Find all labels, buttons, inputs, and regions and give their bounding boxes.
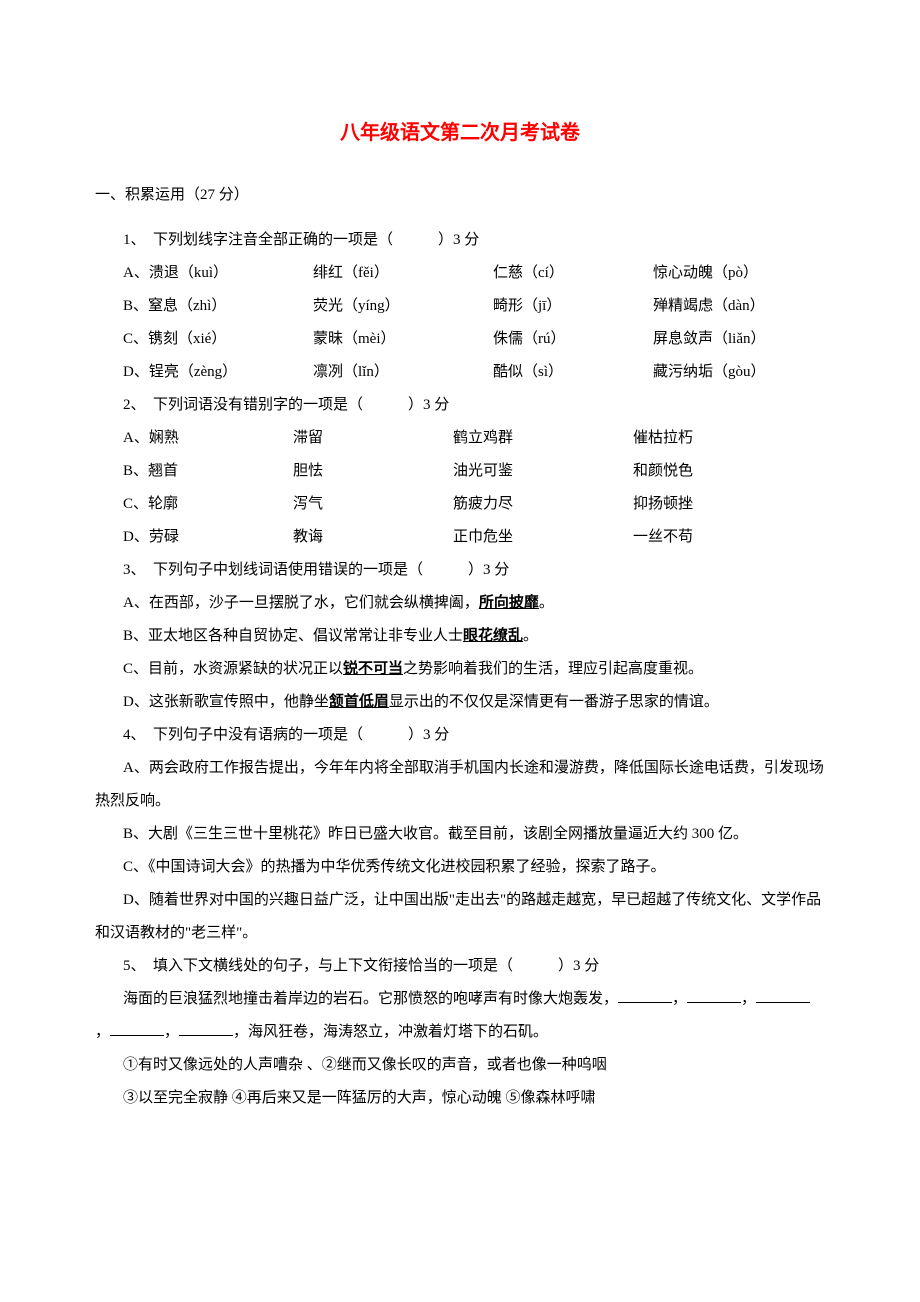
blank-icon: [179, 1020, 233, 1036]
blank-icon: [110, 1020, 164, 1036]
q1b-c3: 畸形（jī）: [493, 290, 653, 323]
q1d-c2: 凛冽（lǐn）: [313, 356, 493, 389]
q1a-c4: 惊心动魄（pò）: [653, 257, 825, 290]
q2a-c4: 催枯拉朽: [633, 422, 825, 455]
q3b-pre: B、亚太地区各种自贸协定、倡议常常让非专业人士: [123, 628, 463, 644]
q3-option-c: C、目前，水资源紧缺的状况正以锐不可当之势影响着我们的生活，理应引起高度重视。: [123, 653, 825, 686]
q1a-c3: 仁慈（cí）: [493, 257, 653, 290]
q2a-c1: A、娴熟: [123, 422, 293, 455]
q5-stem: 5、 填入下文横线处的句子，与上下文衔接恰当的一项是（ ）3 分: [95, 950, 825, 983]
q1-option-c: C、镌刻（xié） 蒙昧（mèi） 侏儒（rú） 屏息敛声（liǎn）: [123, 323, 825, 356]
q2c-c1: C、轮廓: [123, 488, 293, 521]
q2d-c3: 正巾危坐: [453, 521, 633, 554]
q2d-c1: D、劳碌: [123, 521, 293, 554]
q2a-c3: 鹤立鸡群: [453, 422, 633, 455]
q3a-post: 。: [539, 595, 554, 611]
q2-option-d: D、劳碌 教诲 正巾危坐 一丝不苟: [123, 521, 825, 554]
q5-body-mid: ，海风狂卷，海涛怒立，冲激着灯塔下的石矶。: [233, 1024, 548, 1040]
q3-option-a: A、在西部，沙子一旦摆脱了水，它们就会纵横捭阖，所向披靡。: [123, 587, 825, 620]
q3a-pre: A、在西部，沙子一旦摆脱了水，它们就会纵横捭阖，: [123, 595, 479, 611]
q1d-c3: 酷似（sì）: [493, 356, 653, 389]
q3c-post: 之势影响着我们的生活，理应引起高度重视。: [403, 661, 703, 677]
q3b-underline: 眼花缭乱: [463, 628, 523, 644]
q3a-underline: 所向披靡: [479, 595, 539, 611]
q1b-c1: B、窒息（zhì）: [123, 290, 313, 323]
q3c-underline: 锐不可当: [343, 661, 403, 677]
q2d-c4: 一丝不苟: [633, 521, 825, 554]
q3-option-b: B、亚太地区各种自贸协定、倡议常常让非专业人士眼花缭乱。: [123, 620, 825, 653]
q2b-c4: 和颜悦色: [633, 455, 825, 488]
q2-stem: 2、 下列词语没有错别字的一项是（ ）3 分: [123, 389, 825, 422]
blank-icon: [756, 987, 810, 1003]
q3c-pre: C、目前，水资源紧缺的状况正以: [123, 661, 343, 677]
q1b-c4: 殚精竭虑（dàn）: [653, 290, 825, 323]
q1d-c1: D、锃亮（zèng）: [123, 356, 313, 389]
q2b-c2: 胆怯: [293, 455, 453, 488]
q4-option-c: C、《中国诗词大会》的热播为中华优秀传统文化进校园积累了经验，探索了路子。: [95, 851, 825, 884]
q1a-c2: 绯红（fěi）: [313, 257, 493, 290]
q4-option-d: D、随着世界对中国的兴趣日益广泛，让中国出版"走出去"的路越走越宽，早已超越了传…: [95, 884, 825, 950]
q3-stem: 3、 下列句子中划线词语使用错误的一项是（ ）3 分: [123, 554, 825, 587]
q4-stem: 4、 下列句子中没有语病的一项是（ ）3 分: [123, 719, 825, 752]
q3d-underline: 颔首低眉: [329, 694, 389, 710]
q1c-c1: C、镌刻（xié）: [123, 323, 313, 356]
q1-option-b: B、窒息（zhì） 荧光（yíng） 畸形（jī） 殚精竭虑（dàn）: [123, 290, 825, 323]
q2-option-c: C、轮廓 泻气 筋疲力尽 抑扬顿挫: [123, 488, 825, 521]
q1c-c2: 蒙昧（mèi）: [313, 323, 493, 356]
q1d-c4: 藏污纳垢（gòu）: [653, 356, 825, 389]
q2-option-b: B、翘首 胆怯 油光可鉴 和颜悦色: [123, 455, 825, 488]
blank-icon: [687, 987, 741, 1003]
q4-option-a: A、两会政府工作报告提出，今年年内将全部取消手机国内长途和漫游费，降低国际长途电…: [95, 752, 825, 818]
q1b-c2: 荧光（yíng）: [313, 290, 493, 323]
q5-choices-2: ③以至完全寂静 ④再后来又是一阵猛厉的大声，惊心动魄 ⑤像森林呼啸: [95, 1082, 825, 1115]
blank-icon: [618, 987, 672, 1003]
q5-choices-1: ①有时又像远处的人声嘈杂 、②继而又像长叹的声音，或者也像一种呜咽: [95, 1049, 825, 1082]
q5-body-pre: 海面的巨浪猛烈地撞击着岸边的岩石。它那愤怒的咆哮声有时像大炮轰发，: [123, 991, 618, 1007]
q2c-c4: 抑扬顿挫: [633, 488, 825, 521]
q1-option-a: A、溃退（kuì） 绯红（fěi） 仁慈（cí） 惊心动魄（pò）: [123, 257, 825, 290]
q3-option-d: D、这张新歌宣传照中，他静坐颔首低眉显示出的不仅仅是深情更有一番游子思家的情谊。: [123, 686, 825, 719]
section-heading: 一、积累运用（27 分）: [95, 179, 825, 212]
q2c-c2: 泻气: [293, 488, 453, 521]
q2d-c2: 教诲: [293, 521, 453, 554]
q3d-pre: D、这张新歌宣传照中，他静坐: [123, 694, 329, 710]
q3b-post: 。: [523, 628, 538, 644]
q1c-c4: 屏息敛声（liǎn）: [653, 323, 825, 356]
q4-option-b: B、大剧《三生三世十里桃花》昨日已盛大收官。截至目前，该剧全网播放量逼近大约 3…: [95, 818, 825, 851]
q2c-c3: 筋疲力尽: [453, 488, 633, 521]
q1a-c1: A、溃退（kuì）: [123, 257, 313, 290]
q1-option-d: D、锃亮（zèng） 凛冽（lǐn） 酷似（sì） 藏污纳垢（gòu）: [123, 356, 825, 389]
q2b-c1: B、翘首: [123, 455, 293, 488]
q1c-c3: 侏儒（rú）: [493, 323, 653, 356]
q2-option-a: A、娴熟 滞留 鹤立鸡群 催枯拉朽: [123, 422, 825, 455]
q5-body: 海面的巨浪猛烈地撞击着岸边的岩石。它那愤怒的咆哮声有时像大炮轰发，，，，，，海风…: [95, 983, 825, 1049]
q2b-c3: 油光可鉴: [453, 455, 633, 488]
q3d-post: 显示出的不仅仅是深情更有一番游子思家的情谊。: [389, 694, 719, 710]
q2a-c2: 滞留: [293, 422, 453, 455]
q1-stem: 1、 下列划线字注音全部正确的一项是（ ）3 分: [123, 224, 825, 257]
page-title: 八年级语文第二次月考试卷: [95, 115, 825, 151]
